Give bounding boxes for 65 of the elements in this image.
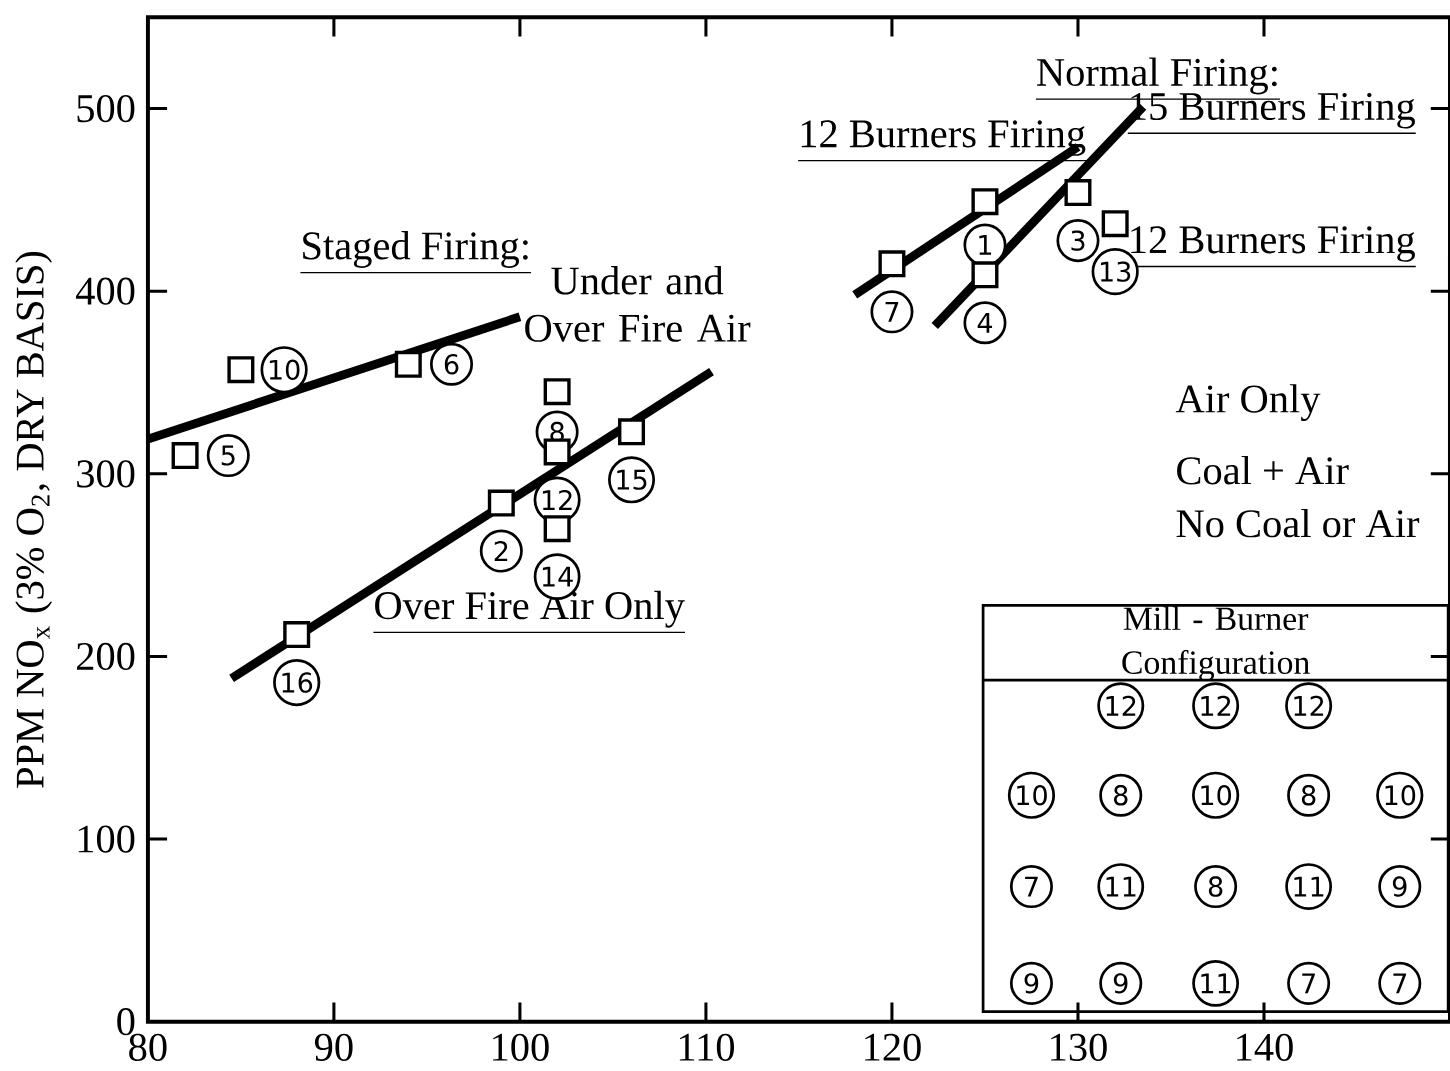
- annotation: 8: [1208, 876, 1223, 897]
- point: [971, 188, 999, 216]
- annotation: Under and Over Fire Air: [525, 266, 751, 343]
- annotation: 7: [1393, 973, 1407, 994]
- point: [487, 489, 515, 517]
- point: [543, 378, 571, 406]
- point: [171, 442, 199, 470]
- annotation: 12: [1294, 695, 1324, 716]
- annotation: 12: [542, 490, 572, 511]
- point: [394, 350, 422, 378]
- point: [878, 250, 906, 278]
- annotation: 10: [1201, 785, 1232, 806]
- annotation: 4: [977, 313, 993, 333]
- annotation: 15: [617, 469, 647, 491]
- annotation: 7: [1025, 876, 1038, 897]
- annotation: 6: [444, 354, 459, 375]
- annotation: 2: [494, 541, 508, 562]
- annotation: 16: [282, 672, 313, 693]
- x-tick-label: 130: [1051, 1033, 1107, 1062]
- annotation: 11: [1201, 973, 1231, 994]
- y-tick-label: 100: [78, 825, 135, 853]
- y-tick-label: 200: [77, 642, 135, 671]
- point: [543, 515, 571, 543]
- annotation: 10: [1017, 785, 1047, 806]
- annotation: 8: [1301, 785, 1316, 806]
- annotation: 9: [1024, 973, 1039, 994]
- annotation: 12 Burners Firing: [1131, 226, 1415, 262]
- annotation: 1: [979, 235, 992, 255]
- annotation: 9: [1113, 973, 1128, 994]
- x-tick-label: 90: [314, 1033, 353, 1062]
- point: [971, 261, 999, 289]
- point: [283, 621, 311, 649]
- annotation: 12: [1201, 695, 1231, 716]
- point: [1064, 179, 1092, 207]
- annotation: 12: [1106, 695, 1136, 716]
- x-tick-label: 120: [865, 1033, 921, 1062]
- point: [618, 418, 646, 446]
- x-tick-label: 140: [1237, 1033, 1293, 1062]
- point: [543, 438, 571, 466]
- x-tick-label: 100: [493, 1033, 549, 1062]
- annotation: Coal + Air: [1177, 456, 1349, 485]
- annotation: 14: [542, 566, 573, 587]
- y-axis-title: PPM NO$_{x}$ (3% O$_{2}$, DRY BASIS): [15, 252, 53, 788]
- annotation: Mill - Burner Configuration: [1122, 606, 1310, 682]
- point: [227, 356, 255, 384]
- y-tick-label: 400: [76, 277, 135, 306]
- annotation: Staged Firing:: [303, 231, 528, 269]
- x-tick-label: 110: [679, 1033, 734, 1062]
- annotation: 11: [1294, 876, 1324, 897]
- annotation: 3: [1071, 230, 1085, 251]
- annotation: 10: [1385, 785, 1416, 806]
- annotation: 9: [1392, 876, 1407, 897]
- annotation: 7: [885, 302, 899, 322]
- annotation: 8: [1114, 785, 1128, 806]
- annotation: 13: [1100, 261, 1131, 283]
- annotation: 7: [1302, 973, 1315, 994]
- y-tick-label: 500: [77, 95, 135, 123]
- annotation: No Coal or Air: [1176, 509, 1420, 538]
- annotation: 12 Burners Firing: [801, 120, 1086, 157]
- annotation: 5: [221, 445, 235, 466]
- annotation: Air Only: [1175, 384, 1321, 422]
- y-tick-label: 300: [77, 460, 135, 488]
- annotation: 11: [1106, 876, 1136, 897]
- annotation: 10: [269, 359, 300, 381]
- point: [1101, 210, 1129, 238]
